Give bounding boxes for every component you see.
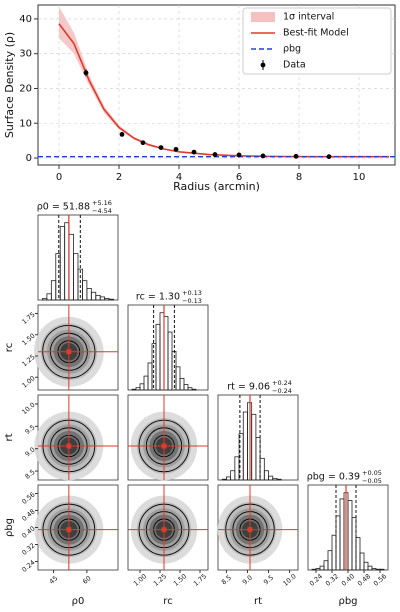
y-axis-label: rc <box>4 343 15 352</box>
histogram-bar <box>259 457 265 481</box>
data-point <box>83 70 89 76</box>
x-tick-label: 1.50 <box>172 572 188 587</box>
data-point <box>326 154 332 160</box>
data-point <box>119 131 125 137</box>
y-tick-label: 20 <box>19 83 32 94</box>
median-point <box>66 527 72 533</box>
histogram-bar <box>108 298 114 301</box>
x-tick-label: 9.0 <box>241 574 254 587</box>
median-point <box>161 443 167 449</box>
lower-error: −4.54 <box>92 207 112 215</box>
y-tick-label: 0.24 <box>20 558 36 573</box>
x-axis-label: ρ0 <box>72 596 85 607</box>
y-tick-label: 10.0 <box>20 401 36 416</box>
y-tick-label: 0.40 <box>20 524 36 539</box>
histogram-bar <box>359 552 365 571</box>
upper-error: +0.13 <box>182 289 202 297</box>
x-tick-label: 2 <box>116 172 122 183</box>
median-point <box>161 527 167 533</box>
histogram-bar <box>375 568 381 571</box>
legend-label: 1σ interval <box>283 12 334 23</box>
density-contour <box>49 332 88 371</box>
upper-error: +0.05 <box>362 469 382 477</box>
panel-title: rt = 9.06 <box>227 382 270 393</box>
data-point <box>140 140 146 146</box>
data-point <box>236 152 242 158</box>
legend-label: Best-fit Model <box>283 28 349 39</box>
upper-error: +5.16 <box>92 199 112 207</box>
data-point <box>173 146 179 152</box>
legend-label: Data <box>283 60 306 71</box>
y-tick-label: 1.75 <box>20 310 36 325</box>
x-tick-label: 4 <box>176 172 182 183</box>
histogram-bar <box>191 388 197 391</box>
panel-title: ρ0 = 51.88 <box>37 202 90 213</box>
y-tick-label: 0 <box>26 153 32 164</box>
median-point <box>247 527 253 533</box>
y-axis-label: rt <box>4 433 15 441</box>
x-tick-label: 0.32 <box>324 572 340 587</box>
histogram-bar <box>276 478 282 481</box>
y-tick-label: 9.5 <box>24 423 37 436</box>
y-tick-label: 10 <box>19 118 32 129</box>
x-tick-label: 1.25 <box>152 572 168 587</box>
legend-swatch <box>260 62 266 68</box>
lower-error: −0.13 <box>182 297 202 305</box>
y-tick-label: 8.5 <box>24 468 37 481</box>
lower-error: −0.05 <box>362 477 382 485</box>
x-tick-label: 6 <box>236 172 242 183</box>
x-tick-label: 60 <box>81 574 92 585</box>
histogram-bar <box>263 470 269 481</box>
x-tick-label: 0.24 <box>308 572 324 587</box>
panel-title: ρbg = 0.39 <box>307 472 360 483</box>
x-tick-label: 10 <box>353 172 366 183</box>
density-contour <box>42 325 96 379</box>
histogram-bar <box>379 568 385 571</box>
median-point <box>66 443 72 449</box>
histogram-bar <box>131 388 137 391</box>
x-tick-label: 10.0 <box>281 572 297 587</box>
y-tick-label: 0.32 <box>20 541 36 556</box>
panel-title: rc = 1.30 <box>136 292 180 303</box>
upper-error: +0.24 <box>272 379 292 387</box>
x-axis-label: ρbg <box>338 596 357 607</box>
y-tick-label: 0.48 <box>20 507 36 522</box>
legend-swatch <box>251 12 275 22</box>
legend-box <box>242 7 392 75</box>
x-axis-label: rt <box>254 596 262 607</box>
y-tick-label: 1.25 <box>20 353 36 368</box>
y-tick-label: 40 <box>19 14 32 25</box>
y-axis-label: Surface Density (ρ) <box>3 32 16 138</box>
histogram-bar <box>311 568 317 571</box>
x-tick-label: 45 <box>48 574 59 585</box>
x-tick-label: 0.40 <box>340 572 356 587</box>
x-tick-label: 0.56 <box>372 572 388 587</box>
median-point <box>66 349 72 355</box>
y-tick-label: 1.00 <box>20 374 36 389</box>
y-axis-label: ρbg <box>4 518 15 537</box>
data-point <box>293 153 299 159</box>
lower-error: −0.24 <box>272 387 292 395</box>
data-point <box>212 152 218 157</box>
x-tick-label: 1.00 <box>132 572 148 587</box>
x-tick-label: 0.48 <box>356 572 372 587</box>
legend-label: ρbg <box>283 44 301 55</box>
y-tick-label: 1.50 <box>20 332 36 347</box>
x-axis-label: rc <box>163 596 172 607</box>
data-point <box>191 149 197 155</box>
density-contour <box>57 340 81 364</box>
data-point <box>158 145 164 151</box>
x-tick-label: 1.75 <box>192 572 208 587</box>
x-tick-label: 9.5 <box>262 574 275 587</box>
y-tick-label: 30 <box>19 49 32 60</box>
x-tick-label: 8.5 <box>220 574 233 587</box>
x-axis-label: Radius (arcmin) <box>173 180 260 193</box>
y-tick-label: 0.56 <box>20 490 36 505</box>
histogram-bar <box>221 478 227 481</box>
data-point <box>260 153 266 159</box>
x-tick-label: 8 <box>296 172 302 183</box>
x-tick-label: 0 <box>56 172 62 183</box>
